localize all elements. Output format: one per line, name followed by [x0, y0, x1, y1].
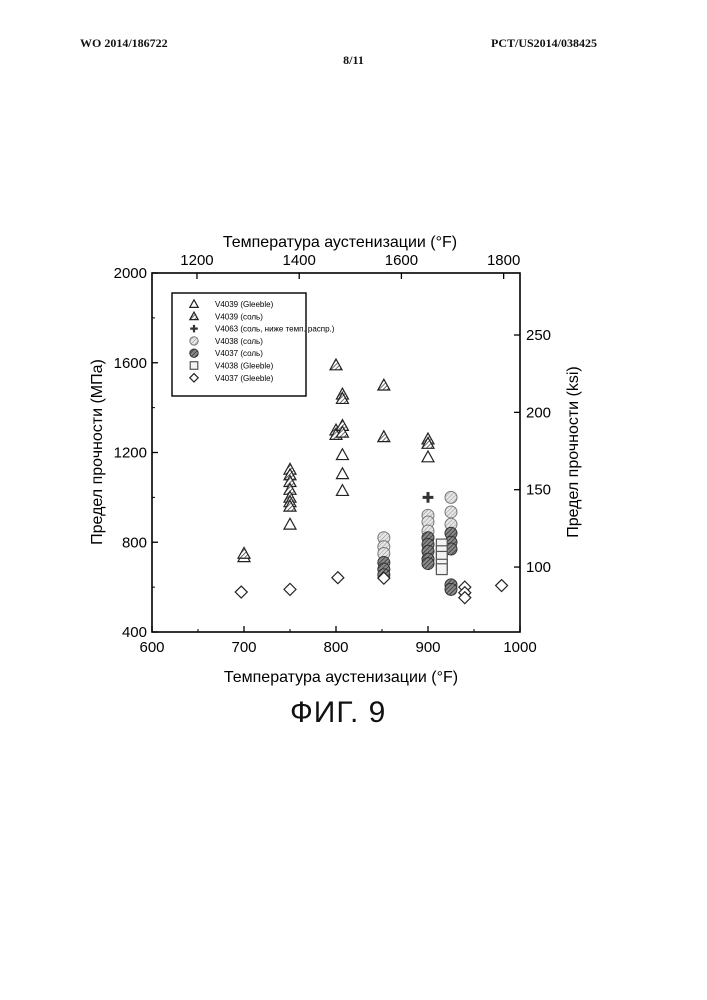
legend-label: V4063 (соль, ниже темп. распр.): [215, 325, 335, 334]
legend-label: V4038 (соль): [215, 337, 263, 346]
legend-label: V4037 (соль): [215, 349, 263, 358]
data-point: [422, 451, 434, 462]
data-point: [336, 468, 348, 479]
x-tick-label: 700: [231, 639, 256, 656]
x-axis-title: Температура аустенизации (°F): [224, 669, 458, 686]
x-axis-top-title: Температура аустенизации (°F): [223, 234, 457, 251]
y-axis-right-title: Предел прочности (ksi): [565, 366, 582, 538]
y-right-tick-label: 100: [526, 559, 551, 576]
x-top-tick-label: 1600: [385, 252, 418, 269]
x-tick-label: 800: [323, 639, 348, 656]
data-point: [332, 572, 344, 584]
data-point: [445, 583, 457, 595]
x-tick-label: 1000: [503, 639, 536, 656]
y-tick-label: 800: [122, 534, 147, 551]
series-1: [238, 449, 434, 562]
y-axis-title: Предел прочности (МПа): [89, 359, 106, 545]
data-point: [235, 586, 247, 598]
legend-label: V4039 (Gleeble): [215, 300, 274, 309]
x-tick-label: 600: [139, 639, 164, 656]
x-top-tick-label: 1200: [180, 252, 213, 269]
legend-label: V4038 (Gleeble): [215, 362, 274, 371]
series-6: [436, 539, 447, 574]
data-point-stroke: [423, 492, 434, 503]
y-tick-label: 1200: [114, 445, 147, 462]
data-point: [445, 506, 457, 518]
y-right-tick-label: 150: [526, 482, 551, 499]
data-point: [378, 431, 390, 442]
data-point: [436, 564, 447, 575]
data-point: [336, 449, 348, 460]
data-point: [496, 580, 508, 592]
series-7: [235, 572, 507, 604]
legend: V4039 (Gleeble) V4039 (соль) V4063 (соль, …: [172, 293, 335, 396]
x-top-tick-label: 1400: [283, 252, 316, 269]
data-point: [284, 518, 296, 529]
data-point: [445, 491, 457, 503]
y-tick-label: 2000: [114, 265, 147, 282]
legend-marker: [190, 362, 198, 370]
y-tick-label: 1600: [114, 355, 147, 372]
legend-marker: [190, 337, 198, 345]
legend-label: V4039 (соль): [215, 312, 263, 321]
data-point: [378, 379, 390, 390]
y-tick-label: 400: [122, 624, 147, 641]
y-right-tick-label: 200: [526, 404, 551, 421]
legend-marker: [190, 349, 198, 357]
data-point: [238, 547, 250, 558]
data-point: [423, 492, 434, 503]
data-point: [284, 583, 296, 595]
figure-caption: ФИГ. 9: [290, 696, 386, 730]
legend-label: V4037 (Gleeble): [215, 374, 274, 383]
x-tick-label: 900: [415, 639, 440, 656]
data-point: [330, 359, 342, 370]
y-right-tick-label: 250: [526, 327, 551, 344]
data-point: [336, 485, 348, 496]
data-point: [422, 558, 434, 570]
series-3: [423, 492, 434, 503]
x-top-tick-label: 1800: [487, 252, 520, 269]
